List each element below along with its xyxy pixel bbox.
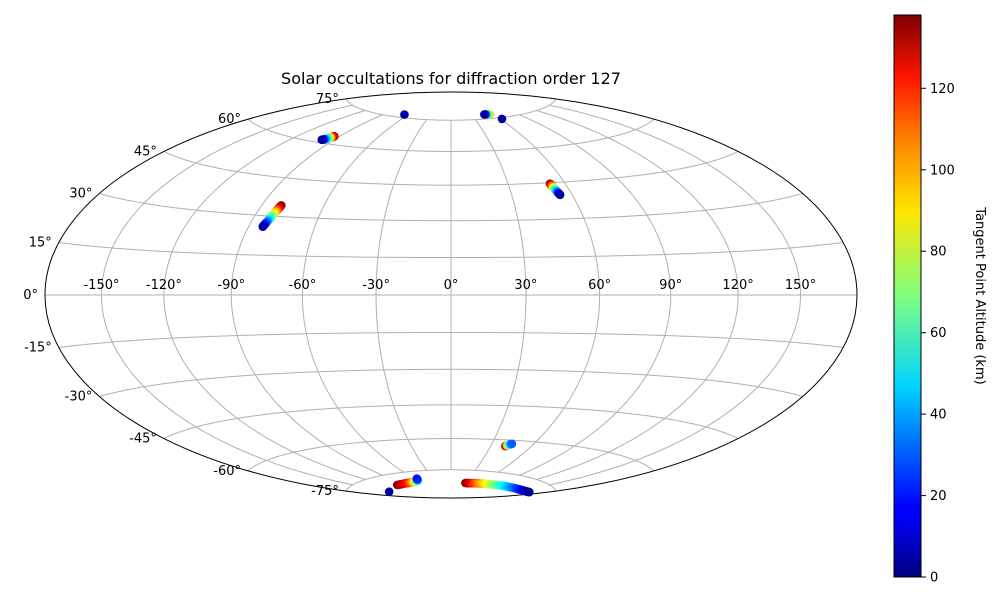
map-boundary bbox=[44, 91, 858, 499]
lon-tick-label: -150° bbox=[83, 278, 119, 293]
lat-tick-label: -60° bbox=[213, 464, 241, 479]
colorbar bbox=[893, 14, 922, 578]
lon-tick-label: -90° bbox=[217, 278, 245, 293]
colorbar-tick-label: 0 bbox=[930, 571, 938, 586]
colorbar-tick-label: 120 bbox=[930, 82, 955, 97]
data-point bbox=[480, 110, 489, 119]
lon-tick-label: 150° bbox=[785, 278, 816, 293]
colorbar-tick-label: 100 bbox=[930, 163, 955, 178]
parallel-line bbox=[163, 151, 739, 186]
lat-tick-label: -15° bbox=[24, 341, 52, 356]
colorbar-label: Tangent Point Altitude (km) bbox=[972, 206, 987, 384]
colorbar-tick-label: 20 bbox=[930, 489, 947, 504]
data-point bbox=[258, 222, 268, 231]
colorbar-tick-label: 60 bbox=[930, 326, 947, 341]
parallel-line bbox=[345, 98, 557, 121]
lon-tick-label: -120° bbox=[146, 278, 182, 293]
lat-tick-label: -45° bbox=[129, 432, 157, 447]
lat-tick-label: 60° bbox=[218, 112, 241, 127]
parallel-line bbox=[247, 438, 655, 472]
lon-tick-label: -30° bbox=[362, 278, 390, 293]
data-point bbox=[400, 110, 409, 119]
lon-tick-label: 120° bbox=[722, 278, 753, 293]
colorbar-tick-label: 40 bbox=[930, 408, 947, 423]
lon-tick-label: 0° bbox=[444, 278, 459, 293]
parallel-line bbox=[58, 241, 844, 259]
chart-title: Solar occultations for diffraction order… bbox=[281, 69, 621, 88]
colorbar-ticks: 0 20 40 60 80 100 120 bbox=[921, 82, 955, 586]
lat-tick-label: 15° bbox=[29, 236, 52, 251]
lat-tick-label: 0° bbox=[23, 288, 38, 303]
parallel-line bbox=[247, 118, 655, 152]
data-point bbox=[525, 487, 534, 497]
parallel-line bbox=[99, 368, 803, 397]
scatter-points bbox=[258, 110, 565, 497]
data-point bbox=[555, 190, 565, 200]
colorbar-tick-label: 80 bbox=[930, 245, 947, 260]
data-point bbox=[317, 135, 327, 145]
lat-tick-label: 45° bbox=[134, 145, 157, 160]
data-point bbox=[497, 114, 507, 124]
lat-tick-label: 30° bbox=[69, 187, 92, 202]
parallel-line bbox=[58, 331, 844, 349]
graticule bbox=[45, 98, 857, 492]
longitude-tick-labels: -150° -120° -90° -60° -30° 0° 30° 60° 90° 120° 150… bbox=[83, 278, 816, 293]
lon-tick-label: 90° bbox=[659, 278, 682, 293]
latitude-tick-labels: -75° -60° -45° -30° -15° 0° 15° 30° 45° 60° 75° bbox=[23, 92, 339, 499]
lon-tick-label: 60° bbox=[588, 278, 611, 293]
lon-tick-label: -60° bbox=[289, 278, 317, 293]
data-point bbox=[507, 439, 517, 449]
lon-tick-label: 30° bbox=[514, 278, 537, 293]
lat-tick-label: -75° bbox=[311, 484, 339, 499]
parallel-line bbox=[99, 193, 803, 222]
lat-tick-label: 75° bbox=[316, 92, 339, 107]
parallel-line bbox=[345, 469, 557, 492]
lat-tick-label: -30° bbox=[65, 390, 93, 405]
data-point bbox=[384, 487, 394, 496]
parallel-line bbox=[163, 404, 739, 439]
data-point bbox=[412, 474, 422, 483]
